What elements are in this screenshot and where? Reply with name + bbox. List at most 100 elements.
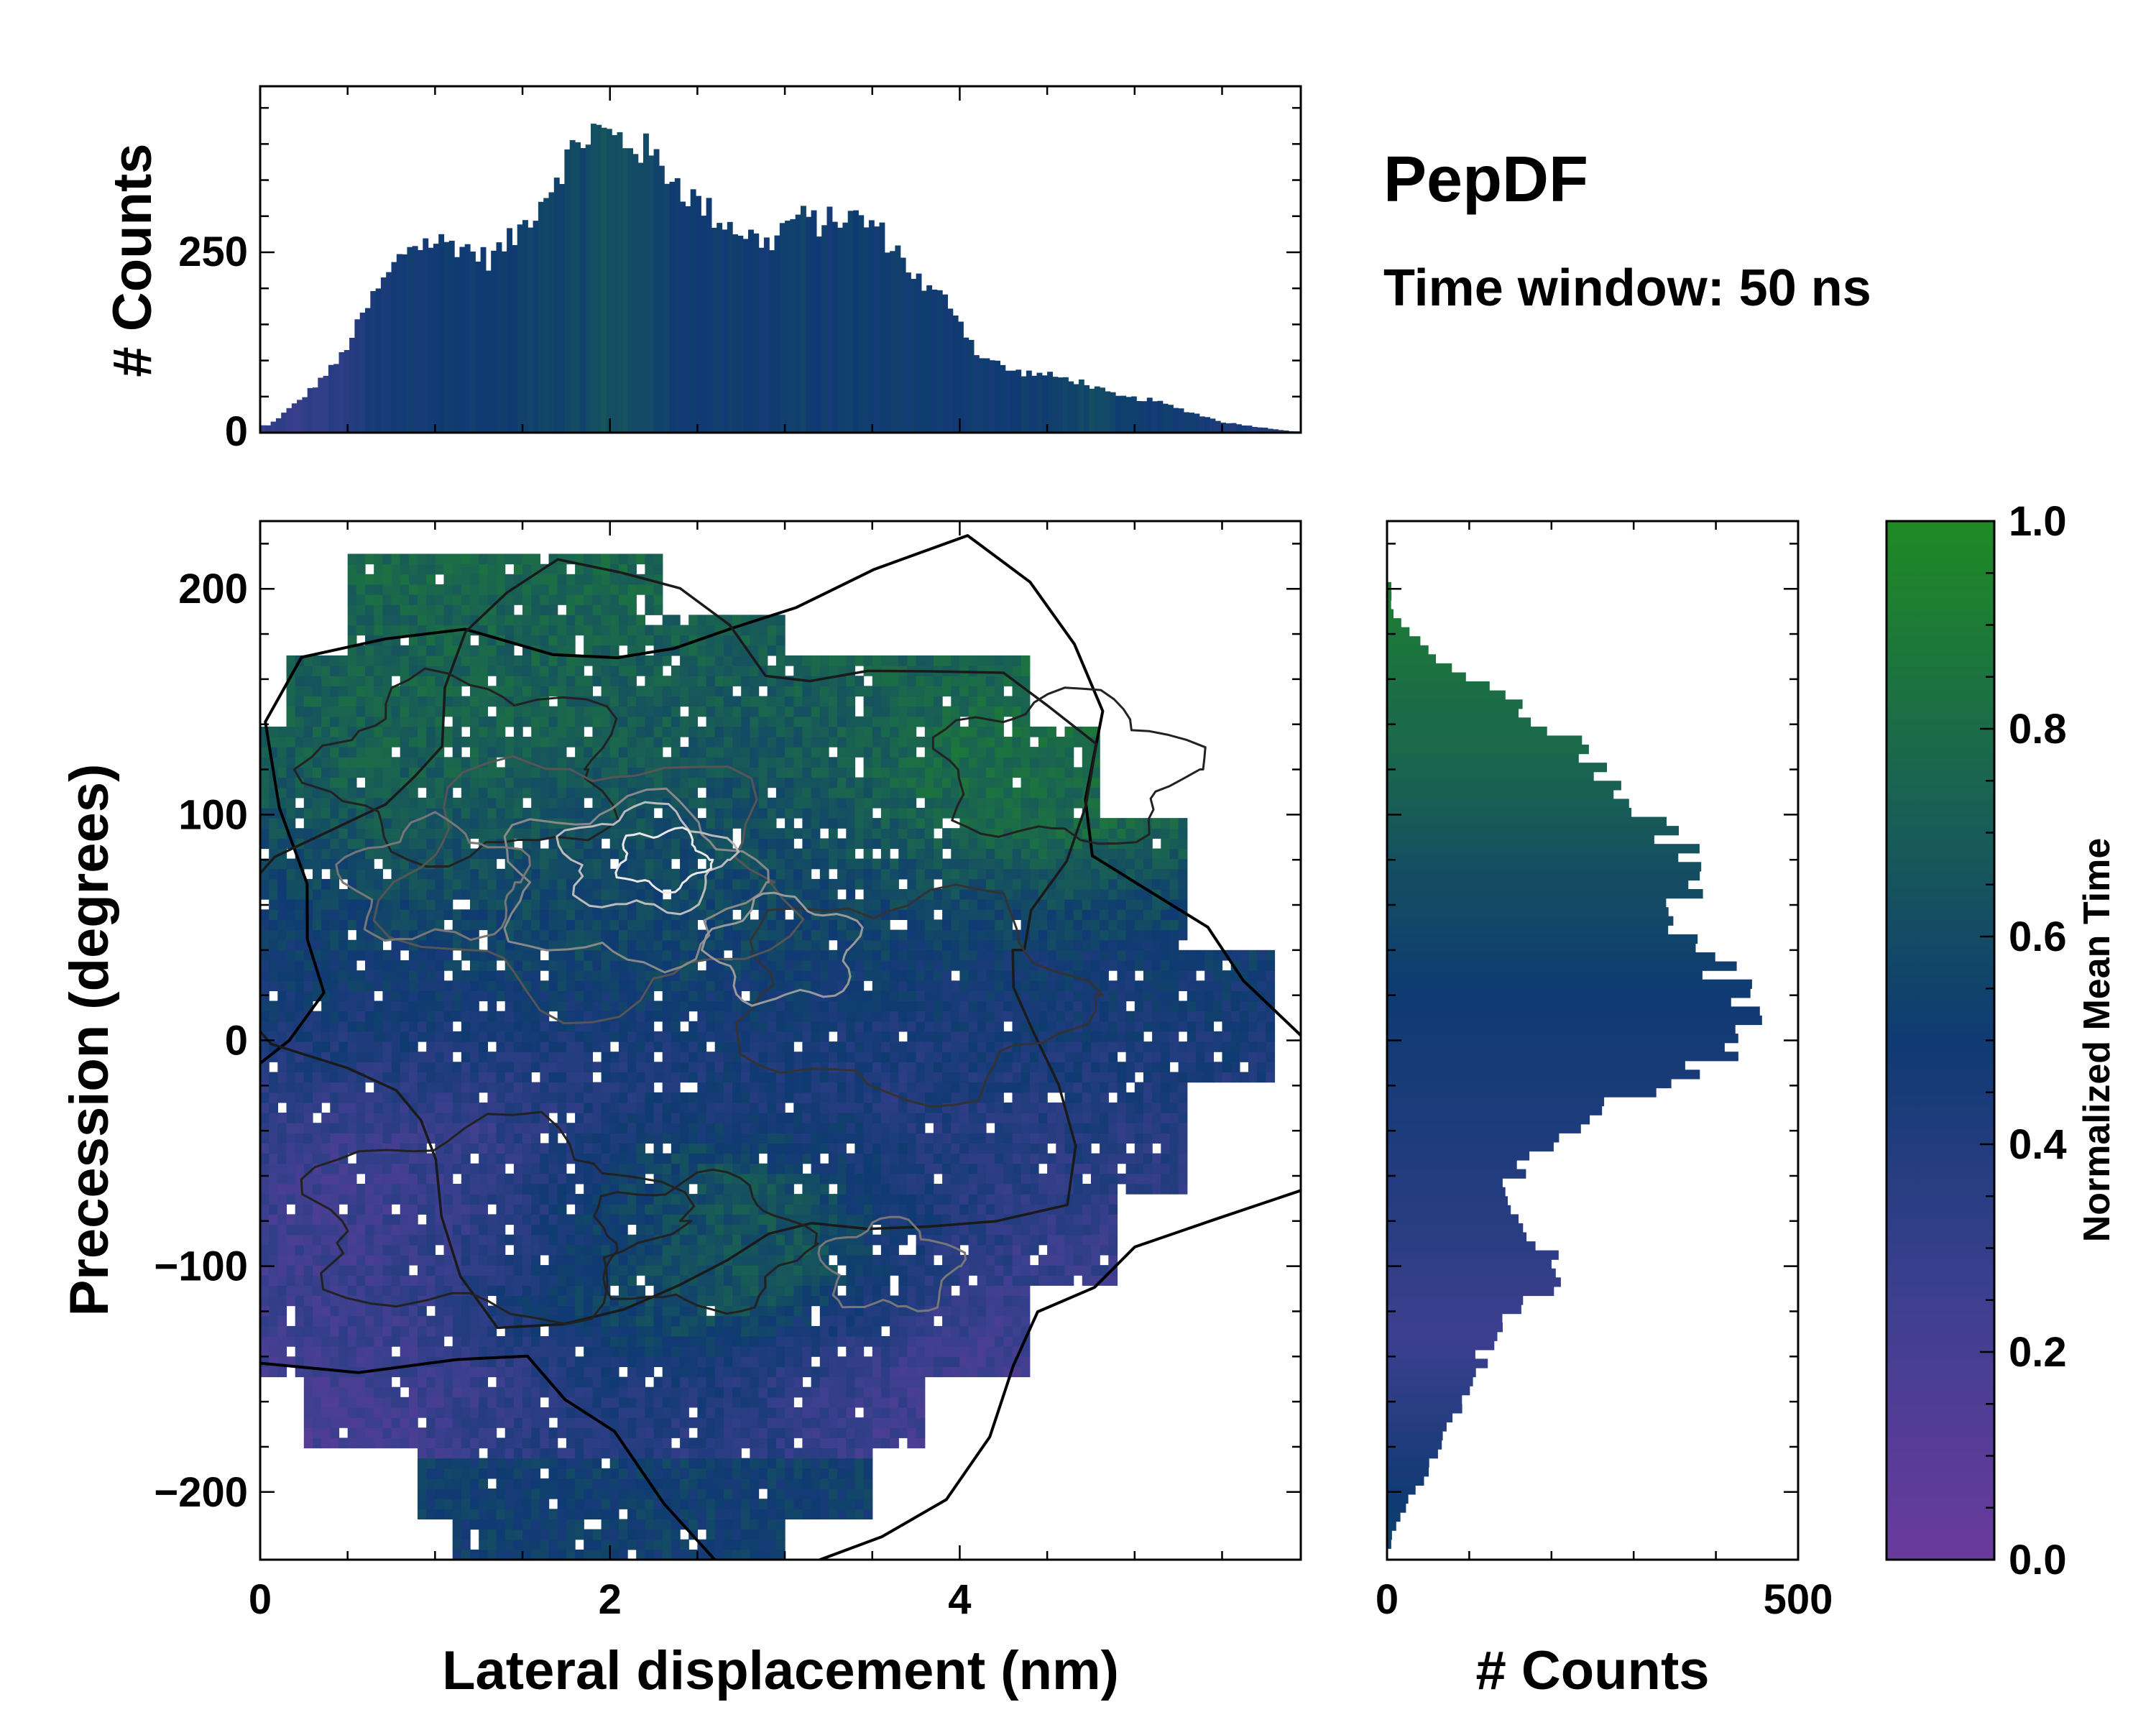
heatmap-cell [496, 1133, 506, 1144]
heatmap-cell [426, 1509, 436, 1519]
heatmap-cell [513, 1529, 523, 1540]
heatmap-cell [313, 1143, 322, 1154]
top-hist-bar [874, 226, 880, 433]
heatmap-cell [408, 584, 418, 595]
heatmap-cell [487, 787, 497, 799]
top-hist-bar [1021, 376, 1027, 433]
heatmap-cell [706, 1062, 716, 1072]
heatmap-cell [513, 1499, 523, 1509]
heatmap-cell [618, 757, 628, 768]
heatmap-cell [662, 635, 672, 646]
heatmap-cell [671, 1194, 681, 1205]
heatmap-cell [313, 919, 322, 931]
top-hist-bar [297, 400, 303, 433]
heatmap-cell [566, 1285, 576, 1296]
heatmap-cell [479, 797, 488, 809]
heatmap-cell [408, 1082, 418, 1093]
heatmap-cell [356, 838, 366, 850]
heatmap-cell [601, 1021, 611, 1032]
heatmap-cell [531, 1417, 540, 1428]
heatmap-cell [592, 909, 602, 920]
heatmap-cell [496, 1052, 506, 1062]
heatmap-cell [356, 1275, 366, 1286]
top-hist-bar [863, 227, 870, 433]
heatmap-cell [356, 1163, 366, 1174]
heatmap-cell [566, 980, 576, 991]
heatmap-cell [531, 919, 540, 931]
heatmap-cell [496, 1356, 506, 1367]
heatmap-cell [452, 848, 462, 860]
heatmap-cell [330, 990, 340, 1002]
heatmap-cell [505, 1458, 515, 1469]
heatmap-cell [575, 990, 584, 1002]
heatmap-cell [566, 1072, 576, 1083]
heatmap-cell [435, 553, 445, 565]
heatmap-cell [435, 1254, 445, 1266]
heatmap-cell [313, 949, 322, 961]
heatmap-cell [408, 1102, 418, 1113]
heatmap-cell [680, 767, 689, 778]
heatmap-cell [496, 716, 506, 727]
heatmap-cell [408, 1184, 418, 1195]
top-hist-bar [1251, 427, 1258, 433]
heatmap-cell [531, 949, 540, 961]
heatmap-cell [408, 1438, 418, 1449]
heatmap-cell [505, 1062, 515, 1072]
heatmap-cell [313, 1407, 322, 1418]
heatmap-cell [418, 980, 427, 991]
heatmap-cell [303, 848, 313, 860]
heatmap-cell [295, 919, 305, 931]
heatmap-cell [286, 1184, 296, 1195]
heatmap-cell [714, 1153, 724, 1164]
heatmap-cell [374, 1194, 383, 1205]
heatmap-cell [627, 625, 637, 636]
heatmap-cell [330, 818, 340, 829]
heatmap-cell [513, 1214, 523, 1225]
heatmap-cell [671, 1244, 681, 1256]
heatmap-cell [487, 655, 497, 666]
heatmap-cell [548, 1489, 558, 1499]
heatmap-cell [723, 1478, 733, 1489]
heatmap-cell [723, 686, 733, 696]
heatmap-cell [609, 1366, 619, 1378]
heatmap-cell [513, 594, 523, 605]
heatmap-cell [408, 1325, 418, 1337]
heatmap-cell [662, 1346, 672, 1357]
heatmap-cell [636, 655, 645, 666]
heatmap-cell [531, 1478, 540, 1489]
heatmap-cell [697, 726, 707, 737]
heatmap-cell [330, 1021, 340, 1032]
heatmap-cell [365, 1173, 374, 1184]
heatmap-cell [505, 1325, 515, 1337]
heatmap-cell [260, 787, 270, 799]
heatmap-cell [321, 1397, 331, 1408]
heatmap-cell [575, 686, 584, 696]
heatmap-cell [356, 1305, 366, 1317]
heatmap-cell [697, 1072, 707, 1083]
heatmap-cell [653, 1153, 663, 1164]
heatmap-cell [303, 1376, 313, 1388]
heatmap-cell [418, 1336, 427, 1347]
heatmap-cell [575, 960, 584, 971]
heatmap-cell [505, 777, 515, 788]
heatmap-cell [321, 858, 331, 870]
heatmap-cell [575, 777, 584, 788]
heatmap-cell [592, 1265, 602, 1276]
heatmap-cell [338, 1438, 349, 1449]
heatmap-cell [627, 1062, 637, 1072]
heatmap-cell [260, 807, 270, 819]
heatmap-cell [636, 858, 645, 870]
heatmap-cell [496, 899, 506, 910]
heatmap-cell [330, 696, 340, 707]
heatmap-cell [601, 553, 611, 565]
heatmap-cell [435, 919, 445, 931]
heatmap-cell [557, 980, 567, 991]
heatmap-cell [496, 1295, 506, 1307]
heatmap-cell [548, 757, 558, 768]
heatmap-cell [636, 1143, 645, 1154]
heatmap-cell [435, 594, 445, 605]
heatmap-cell [531, 929, 540, 941]
heatmap-cell [347, 1305, 357, 1317]
heatmap-cell [531, 848, 540, 860]
heatmap-cell [723, 878, 733, 890]
